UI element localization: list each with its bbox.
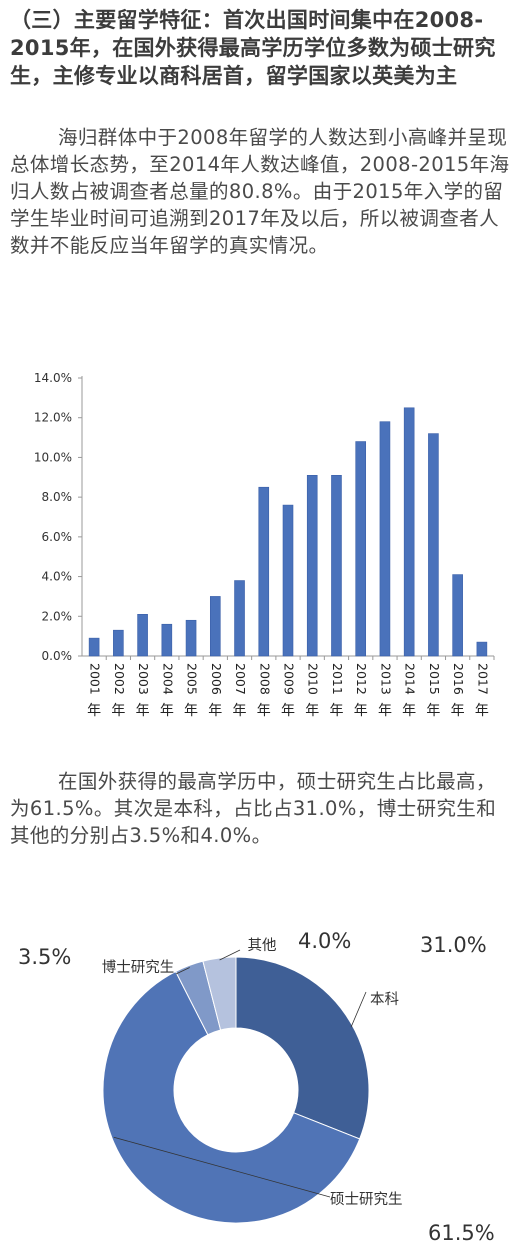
x-tick-label-2015年: 2015 年 (426, 663, 442, 719)
x-tick-label-2009年: 2009 年 (281, 663, 297, 719)
y-tick-label: 12.0% (34, 411, 72, 425)
x-tick-label-2005年: 2005 年 (184, 663, 200, 719)
x-tick-suffix: 年 (426, 703, 440, 719)
x-tick-suffix: 年 (184, 703, 198, 719)
slice-label-本科: 本科 (370, 991, 399, 1008)
x-tick-label-2002年: 2002 年 (111, 663, 127, 719)
x-tick-year: 2013 (378, 663, 393, 695)
x-tick-suffix: 年 (87, 703, 101, 719)
slice-value-博士研究生: 3.5% (18, 945, 71, 969)
slice-硕士研究生 (102, 970, 361, 1224)
x-tick-year: 2004 (160, 663, 175, 695)
bar-2001年 (88, 637, 100, 657)
bar-2006年 (209, 596, 221, 657)
slice-label-硕士研究生: 硕士研究生 (330, 1191, 403, 1208)
x-tick-label-2011年: 2011 年 (329, 663, 345, 719)
bar-2017年 (476, 641, 488, 657)
x-tick-suffix: 年 (402, 703, 416, 719)
x-tick-year: 2005 (185, 663, 200, 695)
x-tick-label-2001年: 2001 年 (87, 663, 103, 719)
bar-2013年 (379, 421, 391, 657)
leader-line-其他 (219, 949, 241, 961)
x-tick-label-2003年: 2003 年 (136, 663, 152, 719)
x-tick-suffix: 年 (305, 703, 319, 719)
y-tick-label: 14.0% (34, 371, 72, 385)
x-tick-year: 2016 (451, 663, 466, 695)
y-tick-label: 2.0% (42, 609, 73, 623)
x-tick-label-2016年: 2016 年 (451, 663, 467, 719)
bar-2007年 (234, 580, 245, 657)
x-tick-label-2004年: 2004 年 (160, 663, 176, 719)
x-tick-label-2014年: 2014 年 (402, 663, 418, 719)
x-tick-year: 2001 (88, 663, 103, 695)
y-tick-label: 6.0% (42, 530, 73, 544)
bar-2011年 (331, 475, 342, 657)
bar-2010年 (306, 475, 318, 657)
bar-2002年 (113, 629, 124, 657)
leader-line-本科 (350, 991, 367, 1028)
x-tick-suffix: 年 (354, 703, 368, 719)
slice-value-硕士研究生: 61.5% (428, 1221, 495, 1245)
x-tick-label-2007年: 2007 年 (233, 663, 249, 719)
bar-2016年 (452, 574, 463, 657)
slice-value-其他: 4.0% (298, 929, 351, 953)
x-tick-suffix: 年 (233, 703, 247, 719)
x-tick-suffix: 年 (378, 703, 392, 719)
donut-chart-degree: 本科 31.0% 硕士研究生 61.5% 博士研究生 3.5% 其他 4.0% (18, 929, 495, 1245)
x-tick-suffix: 年 (160, 703, 174, 719)
x-tick-year: 2006 (209, 663, 224, 695)
slice-label-博士研究生: 博士研究生 (102, 959, 175, 976)
x-tick-label-2010年: 2010 年 (305, 663, 321, 719)
y-tick-label: 4.0% (42, 570, 73, 584)
x-tick-year: 2010 (306, 663, 321, 695)
x-tick-year: 2007 (233, 663, 248, 695)
bar-2008年 (258, 486, 270, 657)
slice-label-其他: 其他 (248, 937, 277, 954)
x-tick-suffix: 年 (475, 703, 489, 719)
section-heading: （三）主要留学特征：首次出国时间集中在2008-2015年，在国外获得最高学历学… (10, 8, 496, 88)
leader-line-博士研究生 (175, 967, 190, 975)
x-tick-year: 2014 (403, 663, 418, 695)
x-tick-year: 2015 (427, 663, 442, 695)
x-tick-label-2017年: 2017 年 (475, 663, 491, 719)
bar-2015年 (428, 433, 439, 657)
x-tick-suffix: 年 (208, 703, 222, 719)
x-tick-label-2012年: 2012 年 (354, 663, 370, 719)
x-tick-suffix: 年 (136, 703, 150, 719)
x-tick-year: 2008 (257, 663, 272, 695)
bar-chart-departure-year: 0.0% 2.0% 4.0% 6.0% 8.0% 10.0% 12.0% 14.0% 2001 年… (34, 371, 495, 719)
slice-其他 (202, 956, 237, 1031)
paragraph-return-year: 海归群体中于2008年留学的人数达到小高峰并呈现总体增长态势，至2014年人数达… (10, 126, 510, 257)
y-tick-label: 10.0% (34, 450, 72, 464)
x-tick-suffix: 年 (111, 703, 125, 719)
x-tick-year: 2011 (330, 663, 345, 695)
bar-2005年 (185, 619, 197, 657)
x-tick-suffix: 年 (257, 703, 271, 719)
x-tick-suffix: 年 (281, 703, 295, 719)
x-tick-suffix: 年 (329, 703, 343, 719)
bar-2014年 (403, 407, 415, 657)
x-tick-label-2006年: 2006 年 (208, 663, 224, 719)
y-tick-label: 8.0% (42, 490, 73, 504)
leader-line-硕士研究生 (113, 1136, 331, 1198)
x-tick-label-2008年: 2008 年 (257, 663, 273, 719)
x-tick-year: 2017 (475, 663, 490, 695)
x-tick-year: 2012 (354, 663, 369, 695)
bar-2012年 (355, 441, 367, 657)
slice-value-本科: 31.0% (420, 933, 487, 957)
x-tick-year: 2003 (136, 663, 151, 695)
x-tick-year: 2009 (282, 663, 297, 695)
x-tick-year: 2002 (112, 663, 127, 695)
y-tick-label: 0.0% (42, 649, 73, 663)
bar-2003年 (137, 614, 148, 657)
bar-2009年 (282, 504, 294, 657)
x-tick-suffix: 年 (451, 703, 465, 719)
bar-2004年 (161, 623, 173, 657)
paragraph-degree: 在国外获得的最高学历中，硕士研究生占比最高，为61.5%。其次是本科，占比占31… (10, 770, 497, 847)
x-tick-label-2013年: 2013 年 (378, 663, 394, 719)
slice-本科 (235, 956, 370, 1140)
